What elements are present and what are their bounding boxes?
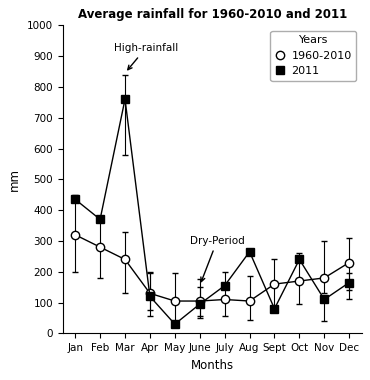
Y-axis label: mm: mm xyxy=(9,168,21,191)
Title: Average rainfall for 1960-2010 and 2011: Average rainfall for 1960-2010 and 2011 xyxy=(78,8,347,21)
Legend: 1960-2010, 2011: 1960-2010, 2011 xyxy=(270,31,356,81)
X-axis label: Months: Months xyxy=(191,359,234,372)
Text: High-rainfall: High-rainfall xyxy=(114,43,178,70)
Text: Dry-Period: Dry-Period xyxy=(190,236,245,282)
